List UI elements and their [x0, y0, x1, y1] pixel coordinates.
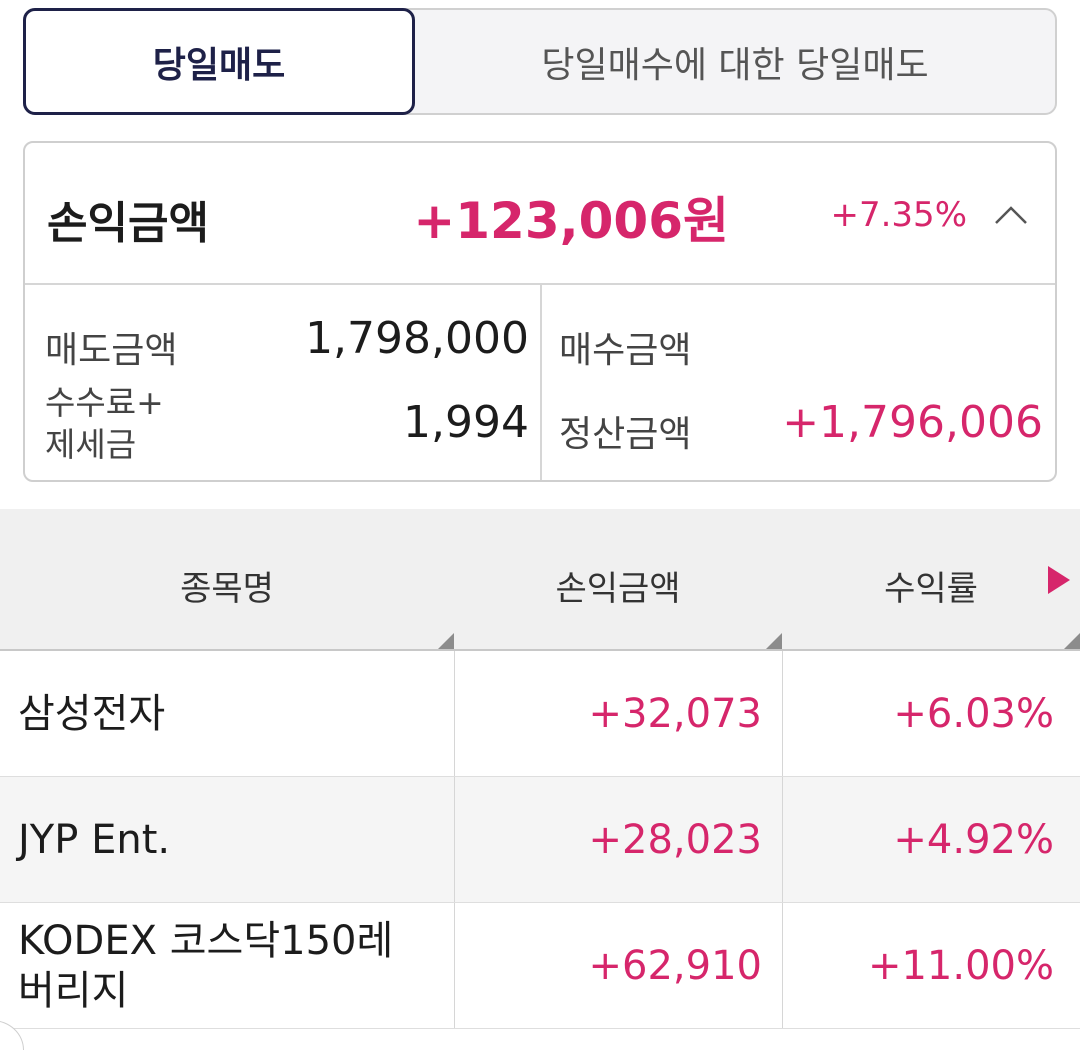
sort-corner-icon [766, 633, 782, 649]
stock-name: 삼성전자 [18, 691, 166, 737]
fee-tax-value: 1,994 [403, 397, 529, 448]
chevron-up-icon[interactable] [991, 199, 1031, 229]
stock-pnl-amount: +32,073 [588, 691, 762, 737]
pnl-summary-card: 손익금액 +123,006원 +7.35% 매도금액 1,798,000 수수료… [23, 141, 1057, 482]
summary-pnl-amount: +123,006원 [413, 192, 729, 250]
summary-details: 매도금액 1,798,000 수수료+ 제세금 1,994 매수금액 정산금액 … [25, 285, 1055, 480]
buy-amount-label: 매수금액 [559, 330, 692, 371]
stock-name-line2: 버리지 [18, 968, 129, 1014]
settlement-value: +1,796,006 [782, 397, 1043, 448]
tab-same-day-sell-of-buy[interactable]: 당일매수에 대한 당일매도 [541, 44, 929, 86]
summary-pnl-rate: +7.35% [830, 195, 968, 235]
stock-return-rate: +6.03% [893, 691, 1054, 737]
stock-return-rate: +11.00% [867, 943, 1054, 989]
table-row[interactable]: 삼성전자 +32,073 +6.03% [0, 651, 1080, 777]
stock-pnl-table: 종목명 손익금액 수익률 삼성전자 +32,073 +6.03% JYP Ent… [0, 509, 1080, 1050]
sell-amount-value: 1,798,000 [305, 313, 529, 364]
fee-tax-label-line1: 수수료+ [45, 383, 164, 422]
table-row[interactable]: JYP Ent. +28,023 +4.92% [0, 777, 1080, 903]
stock-return-rate: +4.92% [893, 817, 1054, 863]
tab-bar: 당일매도 당일매수에 대한 당일매도 [23, 8, 1057, 115]
stock-pnl-amount: +28,023 [588, 817, 762, 863]
fee-tax-label-line2: 제세금 [45, 425, 137, 464]
sort-corner-icon [1064, 633, 1080, 649]
summary-header[interactable]: 손익금액 +123,006원 +7.35% [25, 143, 1055, 285]
header-pnl-amount[interactable]: 손익금액 [555, 569, 681, 609]
table-header: 종목명 손익금액 수익률 [0, 509, 1080, 651]
settlement-label: 정산금액 [559, 414, 692, 455]
tab-same-day-sell[interactable]: 당일매도 [23, 8, 415, 115]
summary-title: 손익금액 [47, 198, 209, 249]
summary-divider [540, 285, 542, 480]
stock-name: KODEX 코스닥150레 버리지 [18, 903, 438, 1029]
header-stock-name[interactable]: 종목명 [180, 569, 274, 609]
sell-amount-label: 매도금액 [45, 330, 178, 371]
table-row[interactable]: KODEX 코스닥150레 버리지 +62,910 +11.00% [0, 903, 1080, 1029]
stock-pnl-amount: +62,910 [588, 943, 762, 989]
play-right-icon[interactable] [1048, 566, 1070, 594]
stock-name: JYP Ent. [18, 817, 171, 863]
sort-corner-icon [438, 633, 454, 649]
stock-name-line1: KODEX 코스닥150레 [18, 918, 394, 964]
header-return-rate[interactable]: 수익률 [884, 569, 978, 609]
